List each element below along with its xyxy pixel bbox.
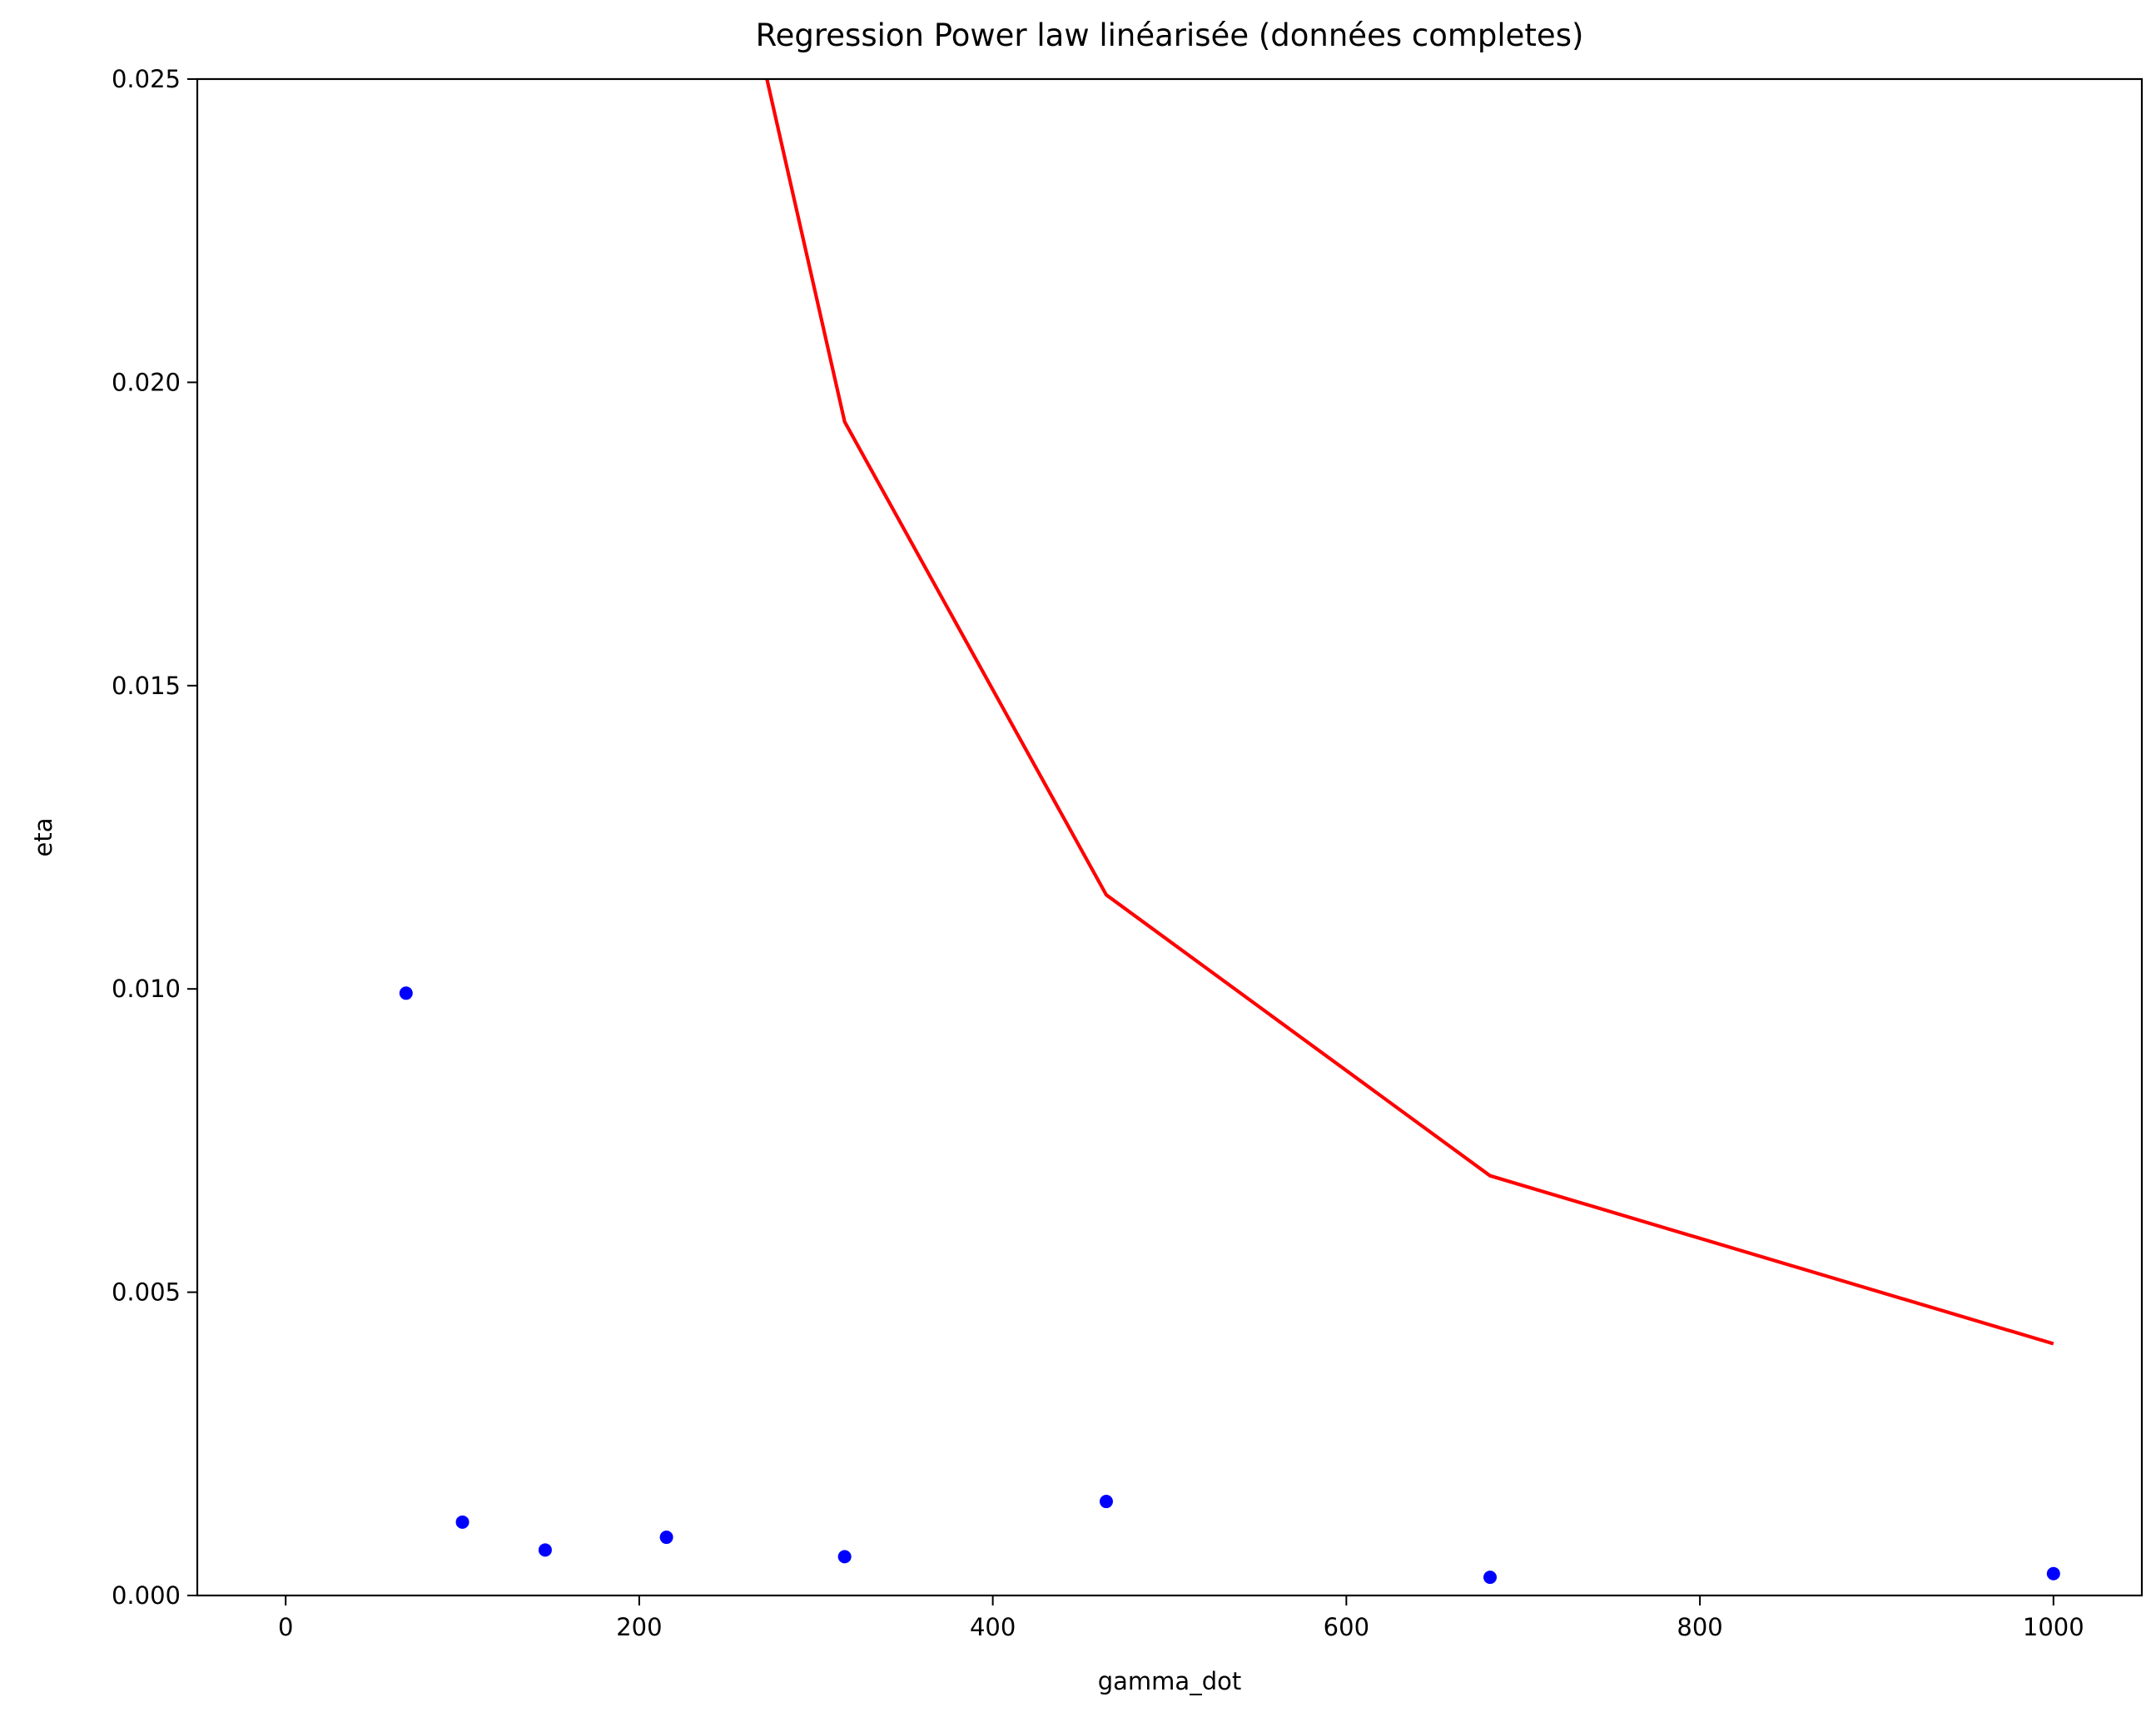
data-point xyxy=(455,1515,469,1529)
x-tick-label: 400 xyxy=(970,1613,1016,1641)
y-tick-label: 0.020 xyxy=(112,368,181,396)
chart-title: Regression Power law linéarisée (données… xyxy=(756,17,1584,53)
data-point xyxy=(1099,1495,1113,1509)
x-tick-label: 200 xyxy=(616,1613,662,1641)
x-tick-label: 1000 xyxy=(2023,1613,2084,1641)
axes-frame xyxy=(196,77,2144,1597)
data-point xyxy=(538,1543,552,1557)
y-tick-label: 0.015 xyxy=(112,672,181,700)
y-tick-label: 0.000 xyxy=(112,1581,181,1610)
x-tick-label: 0 xyxy=(278,1613,293,1641)
data-point xyxy=(399,986,413,1000)
x-tick-label: 600 xyxy=(1324,1613,1369,1641)
x-tick-label: 800 xyxy=(1677,1613,1722,1641)
fit-line xyxy=(765,79,2054,1346)
y-tick-label: 0.005 xyxy=(112,1278,181,1307)
plot-area xyxy=(399,79,2060,1585)
y-axis-label: eta xyxy=(29,818,57,857)
y-tick-label: 0.025 xyxy=(112,65,181,93)
data-point xyxy=(837,1550,852,1564)
y-tick-label: 0.010 xyxy=(112,975,181,1003)
data-point xyxy=(659,1531,673,1545)
data-point xyxy=(1483,1571,1498,1585)
x-axis-label: gamma_dot xyxy=(1098,1667,1241,1695)
data-point xyxy=(2046,1566,2060,1581)
